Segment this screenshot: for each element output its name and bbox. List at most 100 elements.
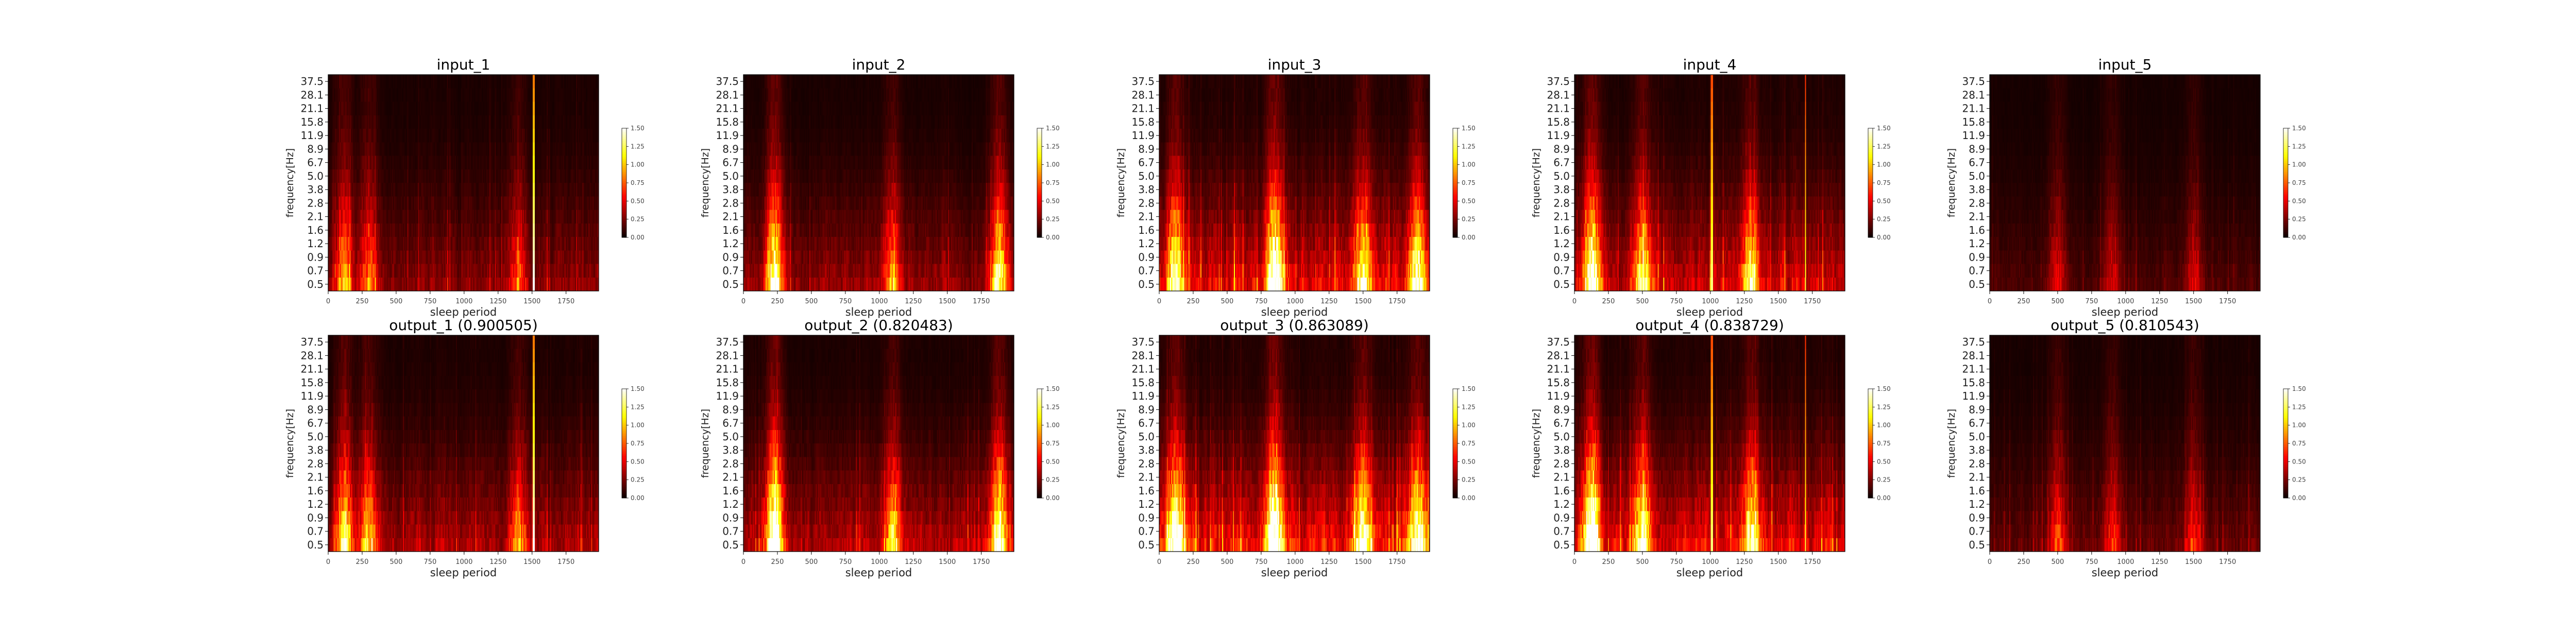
heatmap-cell: [514, 115, 516, 129]
heatmap-cell: [367, 223, 368, 237]
heatmap-cell: [470, 101, 471, 116]
heatmap-cell: [776, 115, 777, 129]
heatmap-cell: [442, 129, 443, 143]
heatmap-cell: [542, 129, 544, 143]
heatmap-cell: [339, 264, 341, 278]
heatmap-cell: [500, 75, 502, 89]
heatmap-cell: [759, 169, 761, 183]
heatmap-cell: [788, 88, 789, 102]
heatmap-cell: [509, 88, 511, 102]
heatmap-cell: [541, 101, 543, 116]
heatmap-cell: [386, 196, 388, 210]
heatmap-cell: [400, 223, 402, 237]
heatmap-cell: [482, 210, 483, 224]
heatmap-cell: [395, 156, 397, 170]
heatmap-cell: [589, 223, 590, 237]
heatmap-cell: [453, 142, 455, 156]
heatmap-cell: [580, 115, 582, 129]
heatmap-cell: [332, 264, 334, 278]
heatmap-cell: [529, 169, 531, 183]
heatmap-cell: [484, 75, 485, 89]
y-tick-label: 1.2: [307, 237, 324, 250]
heatmap-cell: [765, 264, 767, 278]
heatmap-cell: [551, 75, 552, 89]
heatmap-cell: [370, 183, 372, 197]
heatmap-cell: [364, 250, 365, 264]
heatmap-cell: [407, 115, 409, 129]
heatmap-cell: [422, 101, 424, 116]
y-tick-label: 21.1: [300, 102, 324, 115]
heatmap-cell: [393, 183, 395, 197]
colorbar-segment: [622, 204, 626, 207]
heatmap-cell: [795, 223, 797, 237]
heatmap-cell: [542, 183, 544, 197]
heatmap-cell: [550, 196, 551, 210]
heatmap-cell: [586, 250, 588, 264]
heatmap-cell: [382, 237, 384, 251]
heatmap-cell: [352, 237, 353, 251]
heatmap-cell: [745, 75, 747, 89]
heatmap-cell: [485, 196, 486, 210]
heatmap-cell: [801, 75, 802, 89]
heatmap-cell: [330, 277, 332, 291]
heatmap-cell: [597, 250, 599, 264]
heatmap-cell: [582, 183, 584, 197]
heatmap-cell: [540, 237, 541, 251]
heatmap-cell: [568, 264, 570, 278]
heatmap-cell: [331, 88, 333, 102]
heatmap-cell: [593, 142, 595, 156]
heatmap-cell: [446, 142, 448, 156]
heatmap-cell: [386, 142, 388, 156]
heatmap-cell: [337, 250, 340, 264]
heatmap-cell: [796, 210, 798, 224]
heatmap-cell: [568, 142, 570, 156]
heatmap-cell: [764, 75, 766, 89]
heatmap-cell: [756, 277, 758, 291]
heatmap-cell: [388, 169, 390, 183]
heatmap-cell: [754, 250, 756, 264]
heatmap-cell: [784, 196, 786, 210]
heatmap-cell: [748, 142, 749, 156]
heatmap-cell: [387, 115, 389, 129]
heatmap-cell: [770, 169, 772, 183]
heatmap-cell: [534, 142, 535, 156]
heatmap-cell: [396, 196, 398, 210]
heatmap-cell: [466, 75, 468, 89]
heatmap-cell: [354, 210, 355, 224]
heatmap-cell: [446, 88, 448, 102]
heatmap-cell: [454, 88, 456, 102]
heatmap-cell: [372, 142, 374, 156]
heatmap-cell: [553, 169, 555, 183]
heatmap-cell: [454, 101, 456, 116]
heatmap-cell: [473, 101, 474, 116]
heatmap-cell: [357, 183, 359, 197]
heatmap-cell: [464, 210, 466, 224]
heatmap-cell: [792, 210, 793, 224]
colorbar-segment: [622, 201, 626, 203]
heatmap-cell: [419, 142, 420, 156]
y-tick-label: 28.1: [300, 89, 324, 101]
heatmap-cell: [473, 88, 474, 102]
heatmap-cell: [446, 169, 448, 183]
heatmap-cell: [481, 156, 482, 170]
heatmap-cell: [426, 156, 427, 170]
heatmap-cell: [368, 183, 370, 197]
heatmap-cell: [478, 264, 480, 278]
heatmap-cell: [364, 129, 365, 143]
heatmap-cell: [401, 156, 403, 170]
heatmap-cell: [547, 156, 548, 170]
heatmap-cell: [774, 142, 776, 156]
heatmap-cell: [335, 169, 337, 183]
heatmap-cell: [750, 142, 751, 156]
heatmap-cell: [431, 142, 432, 156]
heatmap-cell: [481, 169, 482, 183]
heatmap-cell: [588, 237, 589, 251]
heatmap-cell: [352, 129, 353, 143]
heatmap-cell: [365, 115, 366, 129]
heatmap-cell: [437, 115, 439, 129]
heatmap-cell: [407, 156, 409, 170]
heatmap-cell: [411, 264, 413, 278]
heatmap-cell: [415, 264, 416, 278]
heatmap-cell: [568, 196, 570, 210]
heatmap-cell: [347, 196, 349, 210]
